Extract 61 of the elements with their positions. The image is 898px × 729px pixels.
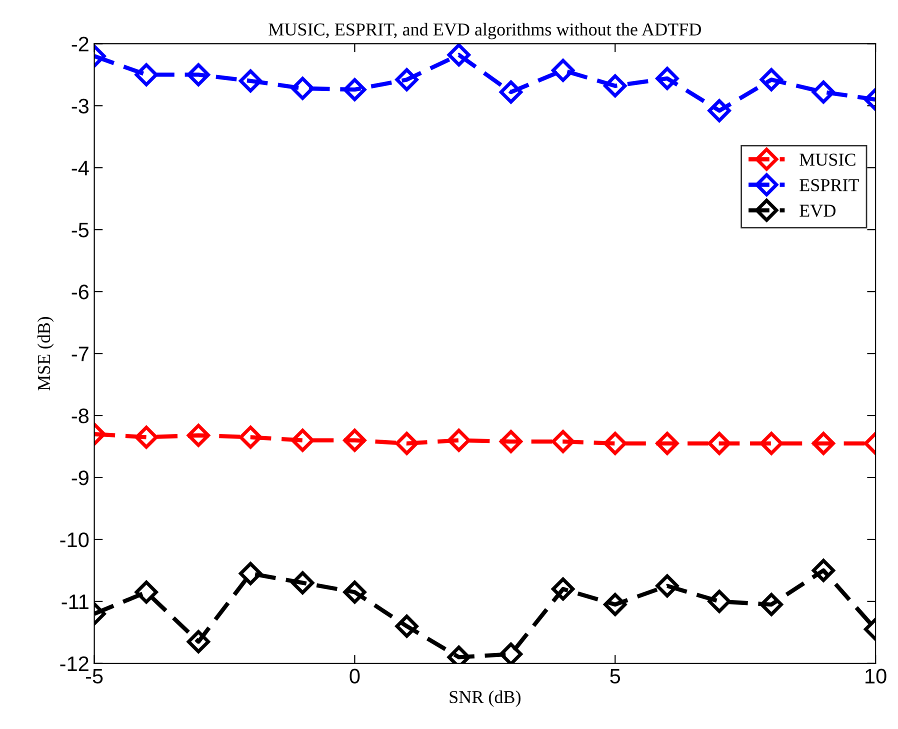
point	[238, 426, 262, 449]
point	[656, 574, 679, 598]
x-tick-label: -5	[86, 669, 103, 684]
y-tick-label: -11	[62, 594, 88, 609]
point	[656, 432, 679, 455]
x-tick-label: 10	[866, 668, 886, 684]
y-axis-title: MSE (dB)	[37, 316, 54, 390]
y-tick-label: -12	[60, 656, 88, 671]
point	[291, 428, 314, 452]
point	[812, 558, 836, 582]
y-tick-label: -10	[60, 532, 89, 548]
legend-label: ESPRIT	[800, 179, 860, 192]
legend-label: EVD	[800, 204, 836, 217]
y-tick-label: -5	[72, 222, 89, 238]
point	[134, 63, 158, 86]
point	[812, 80, 836, 104]
chart-title: MUSIC, ESPRIT, and EVD algorithms without the ADTFD	[268, 22, 701, 40]
point	[447, 428, 470, 452]
point	[812, 432, 836, 455]
point	[186, 630, 210, 654]
point	[395, 614, 418, 638]
y-tick-label: -4	[72, 160, 89, 176]
point	[551, 58, 575, 82]
y-tick-label: -6	[72, 284, 89, 300]
point	[395, 432, 418, 455]
point	[186, 63, 210, 86]
y-tick-label: -8	[72, 408, 89, 424]
point	[343, 78, 366, 102]
point	[395, 68, 418, 92]
point	[760, 432, 783, 455]
point	[604, 432, 627, 455]
point	[604, 74, 627, 98]
point	[551, 577, 575, 601]
point	[238, 69, 262, 92]
point	[343, 580, 366, 604]
point	[291, 76, 314, 100]
x-tick-label: 0	[350, 668, 360, 684]
point	[760, 68, 783, 92]
x-tick-label: 5	[610, 669, 620, 684]
y-tick-label: -9	[72, 470, 88, 486]
point	[708, 99, 731, 122]
point	[134, 580, 158, 604]
point	[238, 562, 262, 586]
point	[708, 590, 731, 613]
point	[604, 592, 627, 616]
point	[760, 592, 783, 616]
point	[499, 430, 523, 454]
point	[656, 66, 679, 90]
legend-label: MUSIC	[800, 154, 856, 166]
point	[499, 80, 523, 104]
y-tick-label: -7	[72, 346, 88, 362]
y-tick-label: -2	[72, 36, 88, 52]
x-axis-title: SNR (dB)	[450, 690, 520, 707]
point	[291, 571, 314, 594]
y-tick-label: -3	[72, 98, 89, 114]
point	[551, 430, 575, 454]
point	[447, 44, 470, 66]
point	[186, 424, 210, 447]
point	[343, 428, 366, 452]
point	[134, 426, 158, 449]
point	[708, 432, 731, 455]
